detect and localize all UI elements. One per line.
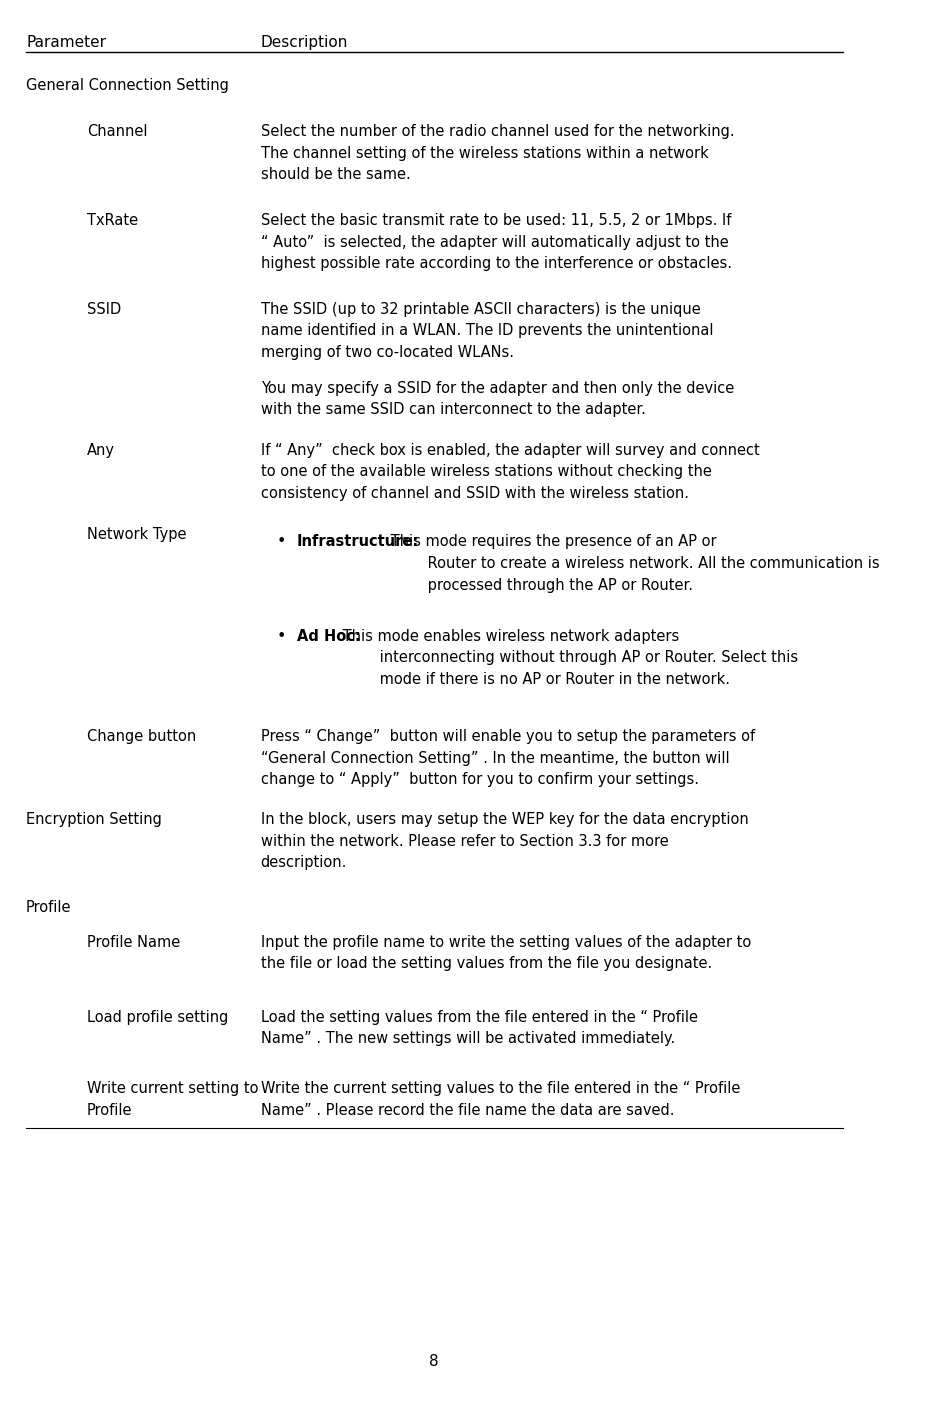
- Text: Description: Description: [261, 35, 347, 51]
- Text: 8: 8: [429, 1354, 439, 1369]
- Text: Write current setting to
Profile: Write current setting to Profile: [87, 1081, 258, 1118]
- Text: Input the profile name to write the setting values of the adapter to
the file or: Input the profile name to write the sett…: [261, 935, 751, 971]
- Text: SSID: SSID: [87, 302, 121, 317]
- Text: TxRate: TxRate: [87, 213, 138, 228]
- Text: Profile: Profile: [26, 900, 71, 915]
- Text: Encryption Setting: Encryption Setting: [26, 812, 162, 828]
- Text: General Connection Setting: General Connection Setting: [26, 78, 228, 93]
- Text: Ad Hoc:: Ad Hoc:: [297, 629, 361, 644]
- Text: Network Type: Network Type: [87, 527, 187, 543]
- Text: Load the setting values from the file entered in the “ Profile
Name” . The new s: Load the setting values from the file en…: [261, 1010, 698, 1046]
- Text: Load profile setting: Load profile setting: [87, 1010, 228, 1025]
- Text: This mode enables wireless network adapters
         interconnecting without thr: This mode enables wireless network adapt…: [338, 629, 799, 687]
- Text: •: •: [276, 534, 286, 550]
- Text: Change button: Change button: [87, 729, 196, 744]
- Text: •: •: [276, 629, 286, 644]
- Text: Select the number of the radio channel used for the networking.
The channel sett: Select the number of the radio channel u…: [261, 124, 734, 182]
- Text: Write the current setting values to the file entered in the “ Profile
Name” . Pl: Write the current setting values to the …: [261, 1081, 740, 1118]
- Text: Select the basic transmit rate to be used: 11, 5.5, 2 or 1Mbps. If
“ Auto”  is s: Select the basic transmit rate to be use…: [261, 213, 731, 271]
- Text: In the block, users may setup the WEP key for the data encryption
within the net: In the block, users may setup the WEP ke…: [261, 812, 748, 870]
- Text: Infrastructure:: Infrastructure:: [297, 534, 419, 550]
- Text: You may specify a SSID for the adapter and then only the device
with the same SS: You may specify a SSID for the adapter a…: [261, 381, 734, 417]
- Text: The SSID (up to 32 printable ASCII characters) is the unique
name identified in : The SSID (up to 32 printable ASCII chara…: [261, 302, 713, 360]
- Text: If “ Any”  check box is enabled, the adapter will survey and connect
to one of t: If “ Any” check box is enabled, the adap…: [261, 443, 760, 501]
- Text: This mode requires the presence of an AP or
         Router to create a wireless: This mode requires the presence of an AP…: [386, 534, 880, 592]
- Text: Parameter: Parameter: [26, 35, 106, 51]
- Text: Press “ Change”  button will enable you to setup the parameters of
“General Conn: Press “ Change” button will enable you t…: [261, 729, 755, 787]
- Text: Channel: Channel: [87, 124, 148, 140]
- Text: Profile Name: Profile Name: [87, 935, 180, 950]
- Text: Any: Any: [87, 443, 115, 458]
